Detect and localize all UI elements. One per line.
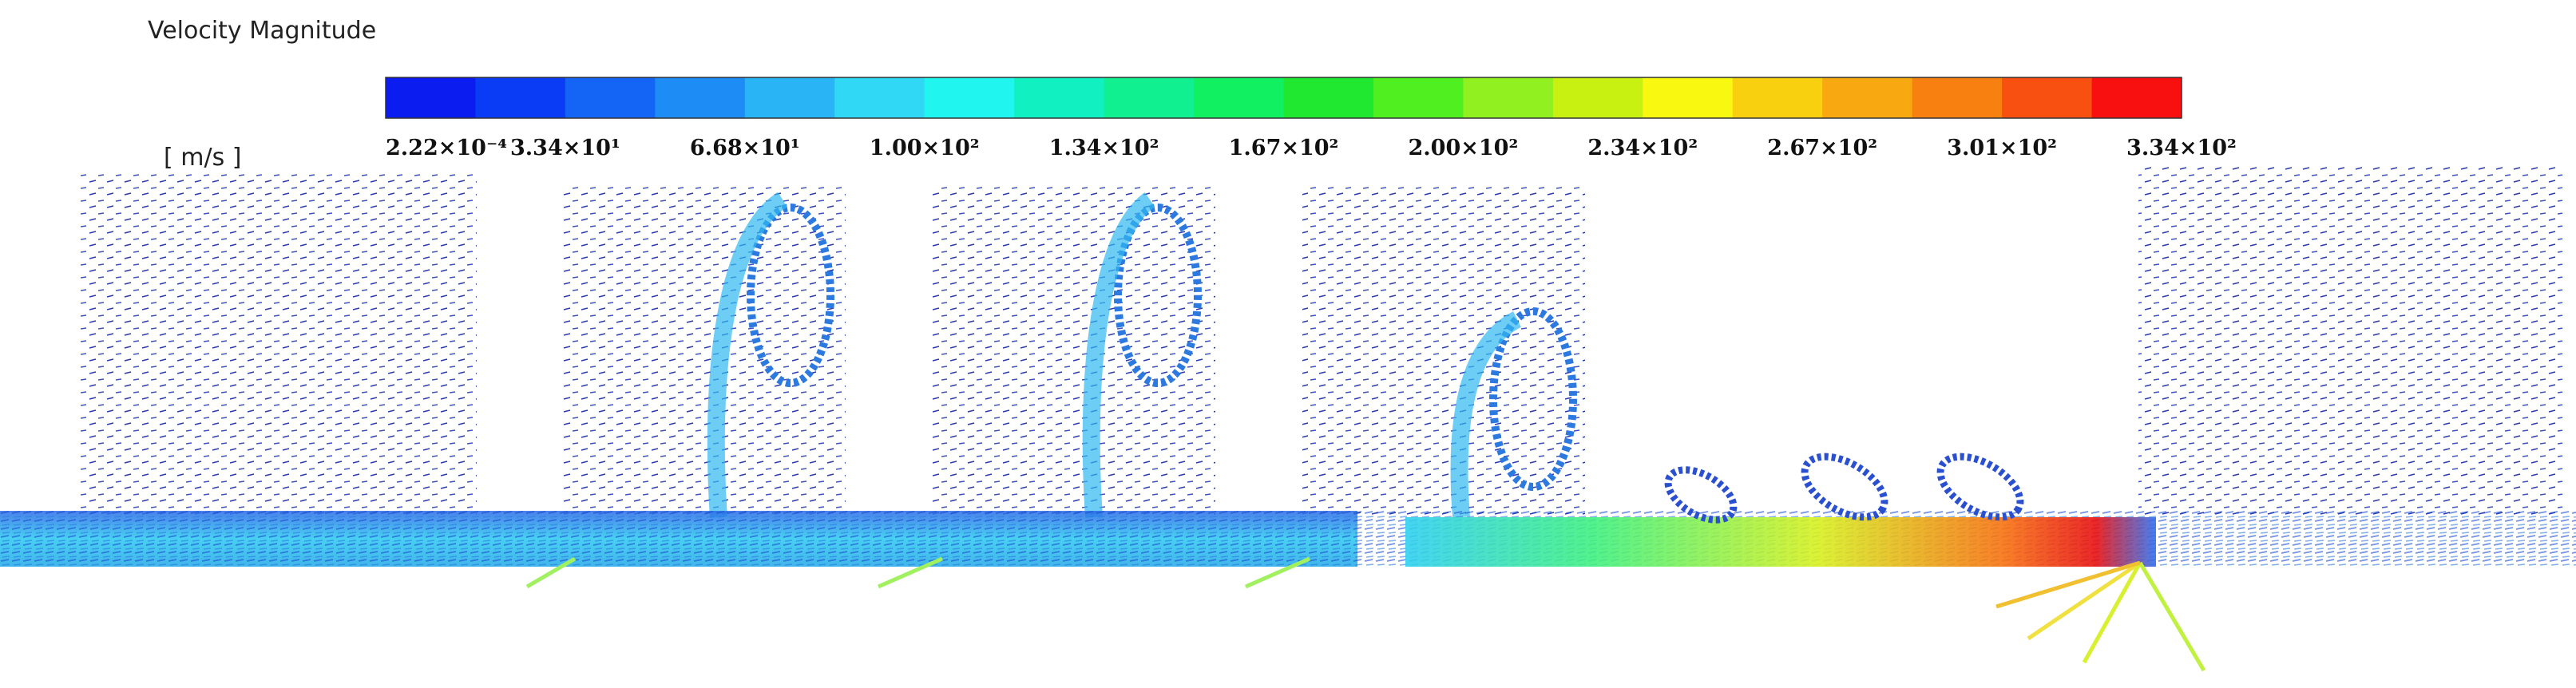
colorbar-segment [565, 77, 656, 118]
colorbar-label: 1.34×10² [1049, 136, 1159, 160]
colorbar-segment [1373, 77, 1464, 118]
colorbar-label: 2.22×10⁻⁴ [386, 136, 507, 160]
colorbar-label: 3.01×10² [1947, 136, 2057, 160]
colorbar-segment [834, 77, 925, 118]
flow-field [0, 164, 2576, 672]
colorbar-segment [475, 77, 566, 118]
colorbar-label: 2.67×10² [1767, 136, 1877, 160]
channel-flow [0, 511, 2576, 567]
colorbar-segment [744, 77, 835, 118]
colorbar-label: 6.68×10¹ [690, 136, 800, 160]
region [2138, 164, 2562, 517]
colorbar-segment [655, 77, 746, 118]
colorbar-label: 1.00×10² [870, 136, 980, 160]
region [1302, 184, 1585, 517]
outflow-arrows [525, 556, 2206, 672]
colorbar-segment [1552, 77, 1643, 118]
colorbar-segment [1822, 77, 1913, 118]
colorbar-segment [1194, 77, 1284, 118]
colorbar-segment [1463, 77, 1554, 118]
colorbar-label: 1.67×10² [1229, 136, 1339, 160]
colorbar-label: 3.34×10¹ [510, 136, 620, 160]
unit: [ m/s ] [164, 144, 241, 172]
colorbar-segment [1014, 77, 1105, 118]
colorbar-segment [924, 77, 1015, 118]
region [563, 184, 846, 517]
vortex [1489, 307, 1577, 491]
colorbar-segment [386, 77, 476, 118]
colorbar-segment [1732, 77, 1823, 118]
vortices [1664, 453, 2024, 524]
colorbar-segment [2002, 77, 2093, 118]
colorbar-label: 2.00×10² [1409, 136, 1519, 160]
colorbar-label: 3.34×10² [2126, 136, 2237, 160]
colorbar-segment [1912, 77, 2003, 118]
vortex [1114, 204, 1202, 387]
colorbar: 2.22×10⁻⁴ 3.34×10¹ 6.68×10¹ 1.00×10² 1.34×10… [385, 77, 2237, 160]
colorbar-segment [1104, 77, 1195, 118]
colorbar-label: 2.34×10² [1587, 136, 1698, 160]
region [79, 172, 477, 517]
region [933, 184, 1215, 517]
title: Velocity Magnitude [148, 17, 376, 45]
colorbar-frame [385, 77, 2182, 119]
jet-stream [707, 192, 1522, 518]
colorbar-segment [1283, 77, 1374, 118]
colorbar-segment [2091, 77, 2182, 118]
jet [1405, 517, 2156, 567]
colorbar-segment [1643, 77, 1734, 118]
vortex [747, 204, 834, 387]
